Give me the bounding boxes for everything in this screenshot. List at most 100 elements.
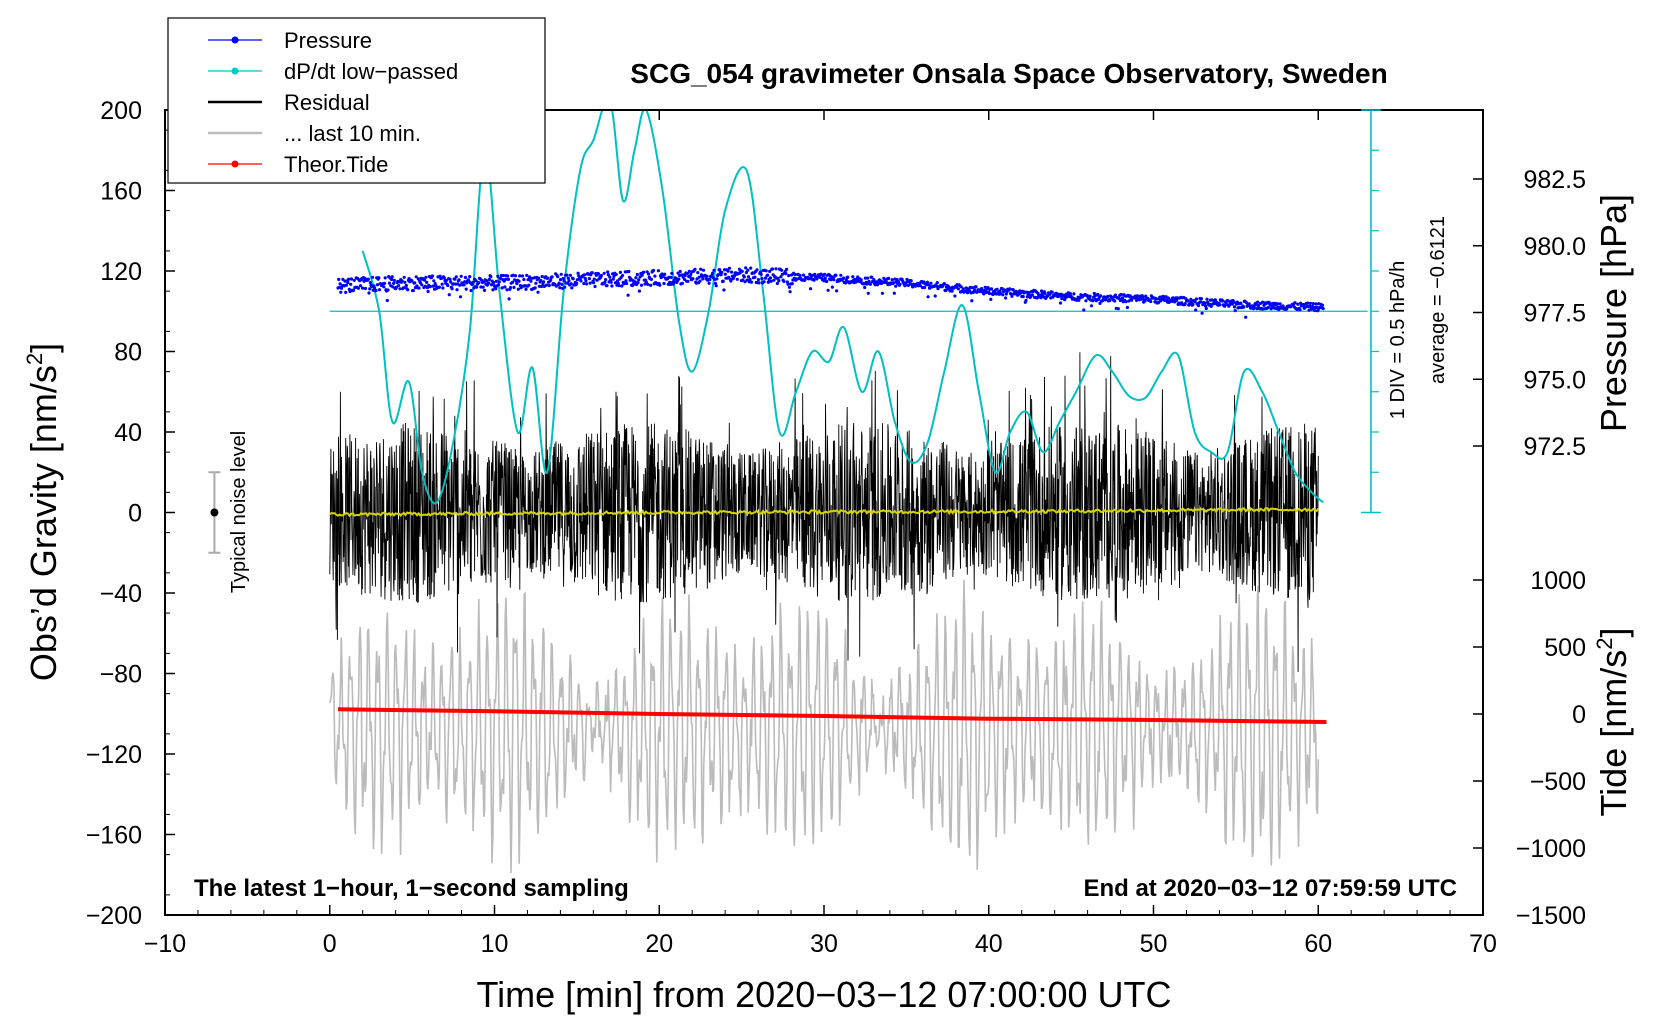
pressure-point <box>464 287 468 291</box>
pressure-point <box>513 274 518 278</box>
x-tick-label: 40 <box>975 930 1003 958</box>
pressure-point <box>505 288 509 292</box>
pressure-point <box>685 271 689 276</box>
pressure-point <box>851 275 855 279</box>
pressure-point <box>349 282 353 286</box>
pressure-point <box>1125 305 1129 310</box>
pressure-point <box>497 280 501 284</box>
pressure-point <box>719 273 723 277</box>
pressure-point <box>1256 304 1260 308</box>
pressure-point <box>716 273 720 277</box>
pressure-point <box>1001 293 1005 297</box>
x-tick-label: 50 <box>1140 930 1168 958</box>
tide-title-end: ] <box>1593 628 1634 638</box>
pressure-point <box>492 280 496 285</box>
pressure-point <box>431 284 435 288</box>
pressure-point <box>1191 302 1195 307</box>
pressure-point <box>782 279 786 283</box>
pressure-point <box>669 275 673 279</box>
pressure-point <box>403 280 407 284</box>
pressure-point <box>542 280 546 284</box>
pressure-point <box>640 273 644 277</box>
pressure-point <box>626 293 630 297</box>
pressure-point <box>699 267 703 271</box>
pressure-point <box>344 290 348 294</box>
pressure-point <box>875 283 880 287</box>
end-time-note: End at 2020−03−12 07:59:59 UTC <box>1083 875 1457 902</box>
pressure-point <box>741 278 745 282</box>
pressure-point <box>361 286 365 290</box>
pressure-point <box>842 276 846 280</box>
pressure-point <box>798 273 802 278</box>
pressure-point <box>368 281 372 285</box>
pressure-point <box>375 283 379 287</box>
pressure-point <box>575 281 579 285</box>
pressure-point <box>1096 292 1100 297</box>
pressure-point <box>925 280 930 284</box>
pressure-point <box>448 277 452 281</box>
pressure-point <box>1308 304 1312 308</box>
pressure-point <box>1262 303 1266 307</box>
pressure-point <box>1058 301 1063 305</box>
pressure-point <box>1278 302 1282 306</box>
pressure-point <box>1141 295 1145 299</box>
pressure-point <box>973 288 977 292</box>
pressure-point <box>503 285 507 289</box>
pressure-point <box>1204 306 1208 311</box>
pressure-point <box>457 278 461 282</box>
pressure-point <box>565 273 569 277</box>
pressure-point <box>970 286 975 290</box>
pressure-point <box>801 273 806 277</box>
tide-tick-label: 500 <box>1544 634 1586 662</box>
pressure-point <box>533 286 537 290</box>
pressure-point <box>536 290 540 294</box>
pressure-point <box>450 287 454 291</box>
pressure-point <box>562 279 566 283</box>
pressure-point <box>671 282 675 286</box>
pressure-point <box>592 281 596 285</box>
pressure-point <box>1205 297 1209 301</box>
pressure-point <box>1130 298 1134 302</box>
x-tick-label: 0 <box>323 930 337 958</box>
pressure-point <box>368 287 372 291</box>
pressure-point <box>749 266 753 270</box>
y-tick-label: −40 <box>100 580 142 608</box>
pressure-point <box>970 299 974 303</box>
pressure-point <box>481 285 485 289</box>
pressure-point <box>1119 292 1123 297</box>
pressure-point <box>1314 302 1318 306</box>
pressure-point <box>834 273 838 277</box>
pressure-point <box>989 297 993 301</box>
pressure-point <box>544 283 549 287</box>
pressure-point <box>649 277 654 281</box>
pressure-point <box>566 281 570 285</box>
pressure-point <box>707 281 711 285</box>
pressure-tick-label: 980.0 <box>1523 233 1586 261</box>
pressure-point <box>807 277 811 281</box>
pressure-point <box>582 273 587 277</box>
pressure-point <box>593 284 597 289</box>
pressure-point <box>446 283 450 288</box>
pressure-point <box>926 295 930 299</box>
pressure-point <box>777 279 781 283</box>
pressure-point <box>437 285 441 289</box>
pressure-point <box>534 281 538 285</box>
pressure-point <box>557 281 561 285</box>
pressure-point <box>489 275 493 279</box>
pressure-point <box>1232 305 1237 309</box>
pressure-point <box>518 274 522 278</box>
pressure-point <box>459 274 463 278</box>
y-tick-label: −160 <box>86 822 142 850</box>
pressure-point <box>463 275 468 280</box>
noise-level-indicator <box>208 471 221 554</box>
pressure-point <box>715 277 719 281</box>
pressure-point <box>1204 304 1208 308</box>
pressure-point <box>788 290 792 294</box>
pressure-point <box>1281 304 1285 308</box>
pressure-point <box>491 288 495 292</box>
y-axis-tide: 1000 500 0 −500 −1000 −1500 <box>1473 567 1586 930</box>
pressure-point <box>870 275 874 279</box>
residual-line <box>329 352 1319 672</box>
y-axis-pressure-title: Pressure [hPa] <box>1593 194 1634 432</box>
pressure-point <box>569 282 573 286</box>
